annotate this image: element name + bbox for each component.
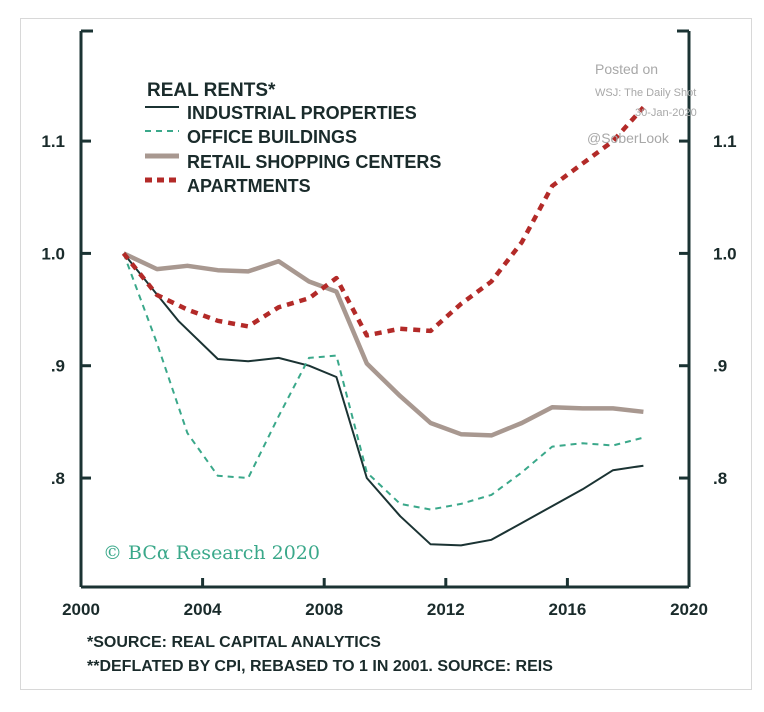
x-axis-ticks: 2000 2004 2008 2012 2016 2020: [62, 578, 708, 619]
x-tick-label-2008: 2008: [305, 600, 343, 619]
legend-label-apartments: APARTMENTS: [187, 176, 311, 196]
x-tick-label-2016: 2016: [548, 600, 586, 619]
series-lines: [121, 105, 646, 547]
legend-label-retail: RETAIL SHOPPING CENTERS: [187, 152, 441, 172]
y-tick-label-left-1.0: 1.0: [41, 244, 65, 263]
x-tick-label-2004: 2004: [184, 600, 222, 619]
legend-title: REAL RENTS*: [147, 80, 276, 101]
series-line-retail-shopping-centers: [122, 251, 644, 438]
footnote-deflated: **DEFLATED BY CPI, REBASED TO 1 IN 2001.…: [87, 658, 553, 675]
legend-label-industrial: INDUSTRIAL PROPERTIES: [187, 103, 417, 123]
x-tick-label-2012: 2012: [427, 600, 465, 619]
series-line-industrial-properties: [122, 252, 644, 547]
legend: REAL RENTS* INDUSTRIAL PROPERTIES OFFICE…: [145, 80, 441, 196]
axes: [79, 29, 691, 589]
y-tick-label-left-.8: .8: [51, 469, 65, 488]
y-tick-label-right-.9: .9: [713, 357, 727, 376]
y-tick-label-left-1.1: 1.1: [41, 132, 65, 151]
x-tick-label-2020: 2020: [670, 600, 708, 619]
footnote-source: *SOURCE: REAL CAPITAL ANALYTICS: [87, 634, 381, 651]
series-line-office-buildings: [122, 253, 644, 511]
y-tick-label-right-1.0: 1.0: [713, 244, 737, 263]
watermark: Posted on WSJ: The Daily Shot 30-Jan-202…: [587, 61, 697, 146]
bca-credit: © BCα Research 2020: [103, 542, 320, 564]
watermark-handle: @SoberLook: [587, 130, 670, 146]
legend-label-office: OFFICE BUILDINGS: [187, 127, 357, 147]
y-tick-label-right-1.1: 1.1: [713, 132, 737, 151]
watermark-posted-on: Posted on: [595, 61, 658, 77]
y-tick-label-left-.9: .9: [51, 357, 65, 376]
y-tick-label-right-.8: .8: [713, 469, 727, 488]
watermark-date: 30-Jan-2020: [635, 107, 697, 119]
x-tick-label-2000: 2000: [62, 600, 100, 619]
watermark-source: WSJ: The Daily Shot: [595, 87, 696, 99]
chart-frame: 2000 2004 2008 2012 2016 2020 .8 .8 .9 .9 1.0 1.0 1…: [20, 18, 752, 690]
y-axis-ticks: .8 .8 .9 .9 1.0 1.0 1.1 1.1: [41, 132, 736, 488]
real-rents-chart: 2000 2004 2008 2012 2016 2020 .8 .8 .9 .9 1.0 1.0 1…: [41, 29, 737, 675]
